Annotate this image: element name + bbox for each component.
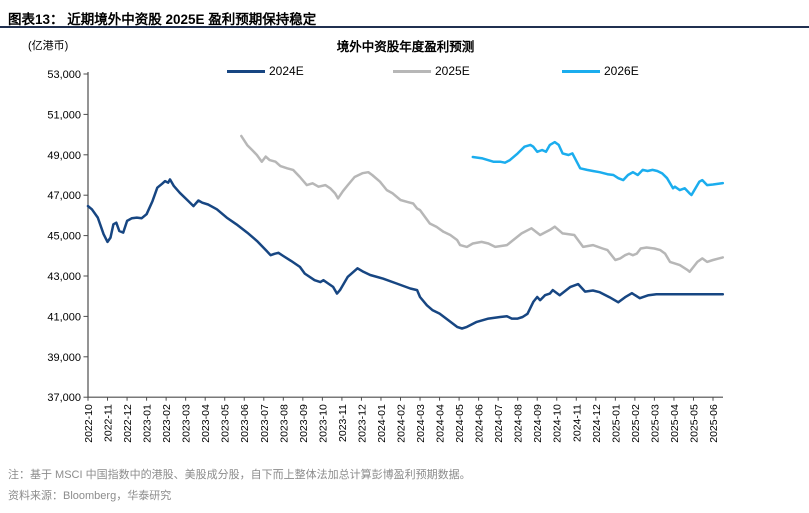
y-tick-label: 45,000 xyxy=(47,231,81,243)
x-tick-label: 2025-03 xyxy=(649,404,661,443)
x-tick-label: 2023-01 xyxy=(142,404,154,443)
legend-item-2026e: 2026E xyxy=(562,63,639,79)
x-tick-label: 2024-06 xyxy=(474,404,486,443)
x-tick-label: 2024-01 xyxy=(376,404,388,443)
x-tick-label: 2024-04 xyxy=(435,404,447,443)
x-tick-label: 2023-05 xyxy=(220,404,232,443)
chart-title: 境外中资股年度盈利预测 xyxy=(336,40,475,54)
x-tick-label: 2024-03 xyxy=(415,404,427,443)
figure-title: 图表13： 近期境外中资股 2025E 盈利预期保持稳定 xyxy=(8,12,317,27)
legend-swatch-2026e xyxy=(562,69,600,73)
y-tick-label: 53,000 xyxy=(47,69,81,81)
x-tick-label: 2024-10 xyxy=(552,404,564,443)
legend-swatch-2024e xyxy=(227,69,265,73)
x-tick-label: 2025-06 xyxy=(708,404,720,443)
y-tick-label: 39,000 xyxy=(47,352,81,364)
x-tick-label: 2023-12 xyxy=(356,404,368,443)
legend-label: 2024E xyxy=(269,64,304,78)
x-tick-label: 2023-09 xyxy=(298,404,310,443)
y-axis-unit-label: (亿港币) xyxy=(28,40,69,52)
x-tick-label: 2024-07 xyxy=(493,404,505,443)
x-tick-label: 2023-04 xyxy=(200,404,212,443)
x-tick-label: 2025-04 xyxy=(669,404,681,443)
x-tick-label: 2024-02 xyxy=(396,404,408,443)
y-tick-label: 41,000 xyxy=(47,311,81,323)
x-tick-label: 2022-11 xyxy=(103,404,115,442)
x-tick-label: 2024-09 xyxy=(532,404,544,443)
y-tick-label: 49,000 xyxy=(47,150,81,162)
x-tick-label: 2025-01 xyxy=(610,404,622,443)
x-tick-label: 2024-12 xyxy=(591,404,603,443)
footnote: 注：基于 MSCI 中国指数中的港股、美股成分股，自下而上整体法加总计算彭博盈利… xyxy=(8,469,471,481)
x-tick-label: 2024-08 xyxy=(513,404,525,443)
legend-swatch-2025e xyxy=(393,69,431,73)
x-tick-label: 2023-11 xyxy=(337,404,349,442)
x-tick-label: 2024-05 xyxy=(454,404,466,443)
x-tick-label: 2024-11 xyxy=(571,404,583,442)
series-line-2025e xyxy=(240,134,725,274)
x-tick-label: 2023-06 xyxy=(239,404,251,443)
x-tick-label: 2023-07 xyxy=(259,404,271,443)
x-tick-label: 2022-12 xyxy=(122,404,134,443)
x-tick-label: 2023-08 xyxy=(278,404,290,443)
y-tick-label: 47,000 xyxy=(47,190,81,202)
source-note: 资料来源：Bloomberg，华泰研究 xyxy=(8,490,172,502)
chart-legend: 2024E 2025E 2026E xyxy=(0,63,809,79)
legend-item-2024e: 2024E xyxy=(227,63,304,79)
title-divider xyxy=(0,26,809,28)
x-tick-label: 2023-03 xyxy=(181,404,193,443)
y-tick-label: 51,000 xyxy=(47,109,81,121)
series-line-2024e xyxy=(86,178,725,330)
x-tick-label: 2022-10 xyxy=(83,404,95,443)
axis-lines xyxy=(87,72,723,398)
y-tick-label: 37,000 xyxy=(47,392,81,404)
x-tick-label: 2025-05 xyxy=(688,404,700,443)
legend-label: 2026E xyxy=(604,64,639,78)
y-tick-label: 43,000 xyxy=(47,271,81,283)
x-tick-label: 2023-10 xyxy=(317,404,329,443)
legend-label: 2025E xyxy=(435,64,470,78)
x-tick-label: 2025-02 xyxy=(630,404,642,443)
x-tick-label: 2023-02 xyxy=(161,404,173,443)
series-line-2026e xyxy=(471,140,725,197)
legend-item-2025e: 2025E xyxy=(393,63,470,79)
